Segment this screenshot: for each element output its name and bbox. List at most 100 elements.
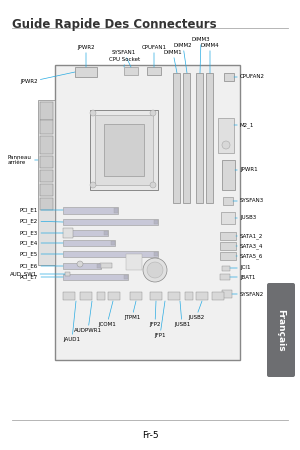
Bar: [80, 292, 92, 300]
Circle shape: [222, 141, 230, 149]
Text: Français: Français: [277, 309, 286, 351]
Text: JUSB2: JUSB2: [188, 301, 204, 320]
Text: JFP2: JFP2: [149, 301, 161, 327]
Text: PCI_E3: PCI_E3: [20, 230, 63, 236]
Bar: [63, 207, 118, 214]
Bar: [124, 275, 128, 279]
Text: AUDPWR1: AUDPWR1: [74, 301, 102, 333]
Circle shape: [147, 262, 163, 278]
Bar: [111, 241, 115, 245]
Text: DIMM2: DIMM2: [174, 43, 192, 73]
Bar: [95, 115, 153, 185]
Bar: [104, 124, 144, 176]
Text: JCOM1: JCOM1: [98, 301, 116, 327]
Bar: [220, 232, 236, 240]
Text: PCI_E6: PCI_E6: [20, 263, 63, 269]
Text: JPWR2: JPWR2: [77, 45, 95, 67]
Bar: [63, 274, 128, 280]
Text: M2_1: M2_1: [234, 122, 254, 128]
Bar: [206, 73, 213, 203]
Bar: [40, 136, 53, 154]
Circle shape: [77, 261, 83, 267]
Bar: [154, 252, 158, 256]
Bar: [63, 219, 158, 225]
Bar: [40, 156, 53, 168]
Text: Panneau
arrière: Panneau arrière: [8, 155, 38, 166]
Text: SYSFAN2: SYSFAN2: [232, 292, 264, 297]
Bar: [168, 292, 180, 300]
Bar: [55, 65, 240, 360]
Bar: [147, 67, 161, 75]
Text: JFP1: JFP1: [154, 301, 166, 338]
Bar: [90, 110, 158, 190]
Text: SATA3_4: SATA3_4: [236, 243, 263, 249]
Circle shape: [90, 182, 96, 188]
Bar: [63, 228, 73, 238]
Text: Guide Rapide Des Connecteurs: Guide Rapide Des Connecteurs: [12, 18, 217, 31]
Text: SATA1_2: SATA1_2: [236, 233, 263, 239]
Text: JBAT1: JBAT1: [230, 274, 255, 279]
Text: CPUFAN1: CPUFAN1: [142, 45, 167, 67]
Bar: [124, 67, 138, 75]
Bar: [173, 73, 180, 203]
Text: JUSB1: JUSB1: [174, 301, 190, 327]
Bar: [97, 292, 105, 300]
Bar: [126, 254, 142, 270]
Text: DIMM1: DIMM1: [164, 50, 182, 73]
Text: DIMM4: DIMM4: [201, 43, 219, 73]
Bar: [183, 73, 190, 203]
Bar: [63, 240, 115, 246]
Bar: [224, 73, 234, 81]
Text: AUD_SW1: AUD_SW1: [10, 271, 65, 277]
Text: SATA5_6: SATA5_6: [236, 253, 263, 259]
Bar: [222, 290, 232, 298]
Text: PCI_E7: PCI_E7: [20, 274, 63, 280]
Bar: [40, 170, 53, 182]
Text: Fr-5: Fr-5: [142, 431, 158, 440]
Circle shape: [150, 182, 156, 188]
Bar: [221, 212, 235, 224]
Text: DIMM3: DIMM3: [192, 37, 210, 73]
Text: SYSFAN1: SYSFAN1: [112, 50, 136, 67]
Bar: [212, 292, 224, 300]
Bar: [220, 252, 236, 260]
Text: PCI_E2: PCI_E2: [20, 218, 63, 224]
Bar: [185, 292, 193, 300]
Bar: [63, 263, 101, 269]
Bar: [108, 292, 120, 300]
Bar: [40, 120, 53, 134]
Bar: [104, 231, 108, 235]
Text: JCI1: JCI1: [230, 266, 250, 270]
Bar: [100, 263, 112, 268]
Bar: [222, 160, 235, 190]
Bar: [38, 100, 55, 265]
Bar: [40, 198, 53, 210]
Text: JTPM1: JTPM1: [124, 301, 140, 320]
Text: CPU Socket: CPU Socket: [110, 57, 141, 67]
Text: PCI_E4: PCI_E4: [20, 240, 63, 246]
Text: JPWR2: JPWR2: [20, 72, 75, 85]
Text: SYSFAN3: SYSFAN3: [233, 198, 264, 203]
Bar: [65, 272, 70, 276]
Bar: [40, 184, 53, 196]
Circle shape: [143, 258, 167, 282]
Bar: [196, 73, 203, 203]
Bar: [154, 220, 158, 224]
Circle shape: [150, 110, 156, 116]
Text: PCI_E5: PCI_E5: [20, 251, 63, 257]
Bar: [218, 118, 234, 153]
Bar: [220, 242, 236, 250]
Bar: [63, 251, 158, 257]
Text: JAUD1: JAUD1: [64, 301, 80, 342]
Bar: [130, 292, 142, 300]
Bar: [220, 274, 230, 280]
Bar: [222, 266, 230, 271]
Bar: [196, 292, 208, 300]
Bar: [150, 292, 162, 300]
Bar: [75, 67, 97, 77]
FancyBboxPatch shape: [267, 283, 295, 377]
Bar: [114, 208, 118, 213]
Text: PCI_E1: PCI_E1: [20, 207, 63, 213]
Bar: [63, 292, 75, 300]
Bar: [97, 264, 101, 268]
